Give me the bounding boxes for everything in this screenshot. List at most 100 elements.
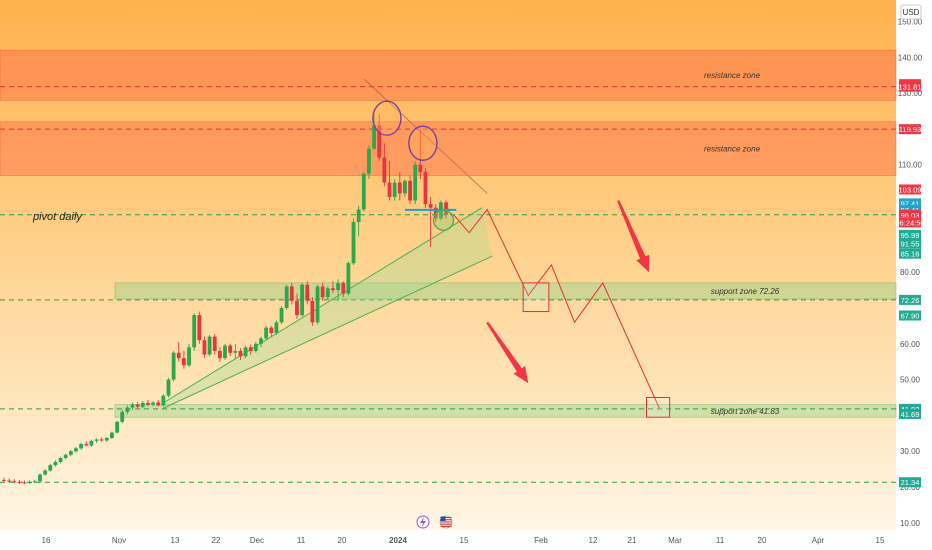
- lightning-icon[interactable]: [416, 515, 430, 529]
- time-axis-background: [0, 530, 896, 550]
- candle-54: [279, 306, 284, 325]
- support-zone-label-2: support zone 72.26: [711, 287, 780, 296]
- price-badge-12: 67.90: [899, 310, 921, 321]
- candle-73: [377, 114, 382, 162]
- candle-63: [325, 286, 330, 300]
- candle-43: [223, 343, 227, 360]
- candle-31: [161, 393, 166, 407]
- support-zone-label-3: support zone 41.83: [711, 407, 780, 416]
- svg-text:21.34: 21.34: [901, 478, 920, 487]
- svg-text:67.90: 67.90: [901, 311, 920, 320]
- candle-7: [38, 473, 42, 483]
- candle-28: [146, 400, 150, 407]
- candle-68: [351, 218, 356, 265]
- candle-78: [403, 179, 407, 197]
- candle-20: [104, 436, 109, 442]
- candle-51: [264, 325, 269, 341]
- y-tick-7: 30.00: [900, 447, 921, 456]
- candle-58: [300, 282, 305, 317]
- candle-61: [315, 284, 320, 325]
- svg-text:96.03: 96.03: [901, 211, 920, 220]
- x-tick-16: 15: [876, 536, 885, 545]
- forecast-path[interactable]: [453, 208, 660, 409]
- svg-text:06:24:56: 06:24:56: [895, 218, 924, 227]
- candle-79: [408, 175, 412, 205]
- candle-38: [197, 311, 202, 344]
- candle-44: [228, 343, 233, 357]
- down-arrow-0[interactable]: [617, 200, 650, 273]
- x-tick-0: 16: [42, 536, 51, 545]
- y-tick-4: 80.00: [900, 268, 921, 277]
- candle-53: [274, 320, 279, 335]
- candle-5: [27, 480, 32, 484]
- y-tick-9: 10.00: [900, 519, 921, 528]
- pattern-circle-2[interactable]: [432, 209, 455, 231]
- pattern-circle-1[interactable]: [408, 125, 438, 161]
- candle-16: [84, 441, 89, 447]
- support-zone-3: [114, 404, 897, 418]
- candle-50: [259, 336, 263, 348]
- target-box-1[interactable]: [646, 397, 671, 418]
- candle-75: [387, 161, 392, 201]
- price-badge-11: 72.26: [899, 294, 921, 305]
- x-tick-15: Apr: [812, 536, 825, 545]
- candle-35: [182, 350, 186, 369]
- us-flag-icon[interactable]: [439, 515, 453, 529]
- wedge-upper-line[interactable]: [163, 207, 483, 404]
- candle-3: [17, 479, 22, 484]
- candle-65: [336, 279, 340, 301]
- candle-59: [305, 281, 310, 305]
- price-badge-9: 91.55: [899, 238, 921, 249]
- candle-77: [397, 171, 402, 201]
- candle-64: [331, 281, 335, 294]
- y-tick-6: 50.00: [900, 376, 921, 385]
- x-tick-14: 20: [758, 536, 767, 545]
- svg-text:41.69: 41.69: [901, 410, 920, 419]
- svg-text:91.55: 91.55: [901, 240, 920, 249]
- y-tick-8: 20.00: [900, 483, 921, 492]
- candle-55: [284, 284, 289, 310]
- candle-6: [32, 479, 37, 484]
- candle-56: [289, 282, 294, 305]
- candle-48: [248, 344, 253, 355]
- candle-14: [74, 446, 78, 453]
- candle-41: [212, 333, 217, 355]
- chart-background: [0, 0, 896, 530]
- candle-76: [392, 179, 397, 201]
- candle-8: [43, 469, 48, 476]
- candle-67: [346, 261, 351, 296]
- candle-29: [151, 401, 155, 407]
- price-badge-4: 97.41: [899, 198, 921, 209]
- candle-4: [22, 480, 27, 485]
- y-tick-5: 60.00: [900, 340, 921, 349]
- candle-70: [361, 171, 366, 212]
- down-trendline[interactable]: [363, 78, 488, 194]
- pattern-circle-0[interactable]: [372, 100, 402, 136]
- down-arrow-1[interactable]: [486, 321, 529, 384]
- svg-text:131.81: 131.81: [899, 83, 922, 92]
- x-tick-9: Feb: [534, 536, 548, 545]
- price-badge-7: 06:24:56: [895, 217, 925, 228]
- target-box-0[interactable]: [522, 282, 550, 313]
- candle-74: [382, 143, 387, 187]
- x-tick-5: 11: [297, 536, 306, 545]
- currency-button[interactable]: USD: [900, 4, 922, 20]
- candle-9: [48, 463, 53, 472]
- candle-80: [413, 161, 418, 205]
- candle-46: [238, 348, 243, 360]
- x-tick-1: Nov: [112, 536, 126, 545]
- x-tick-10: 12: [589, 536, 598, 545]
- candle-34: [176, 341, 181, 362]
- candle-25: [130, 402, 135, 411]
- price-badge-15: 21.34: [899, 477, 921, 488]
- candle-39: [202, 336, 207, 359]
- resistance-zone-1: [0, 121, 897, 176]
- candle-83: [428, 196, 433, 248]
- y-tick-0: 150.00: [898, 17, 923, 26]
- price-badge-6: 96.03: [899, 209, 921, 220]
- candle-33: [171, 350, 176, 382]
- wedge-lower-line[interactable]: [163, 255, 493, 409]
- x-tick-2: 13: [171, 536, 180, 545]
- resistance-zone-0: [0, 49, 897, 101]
